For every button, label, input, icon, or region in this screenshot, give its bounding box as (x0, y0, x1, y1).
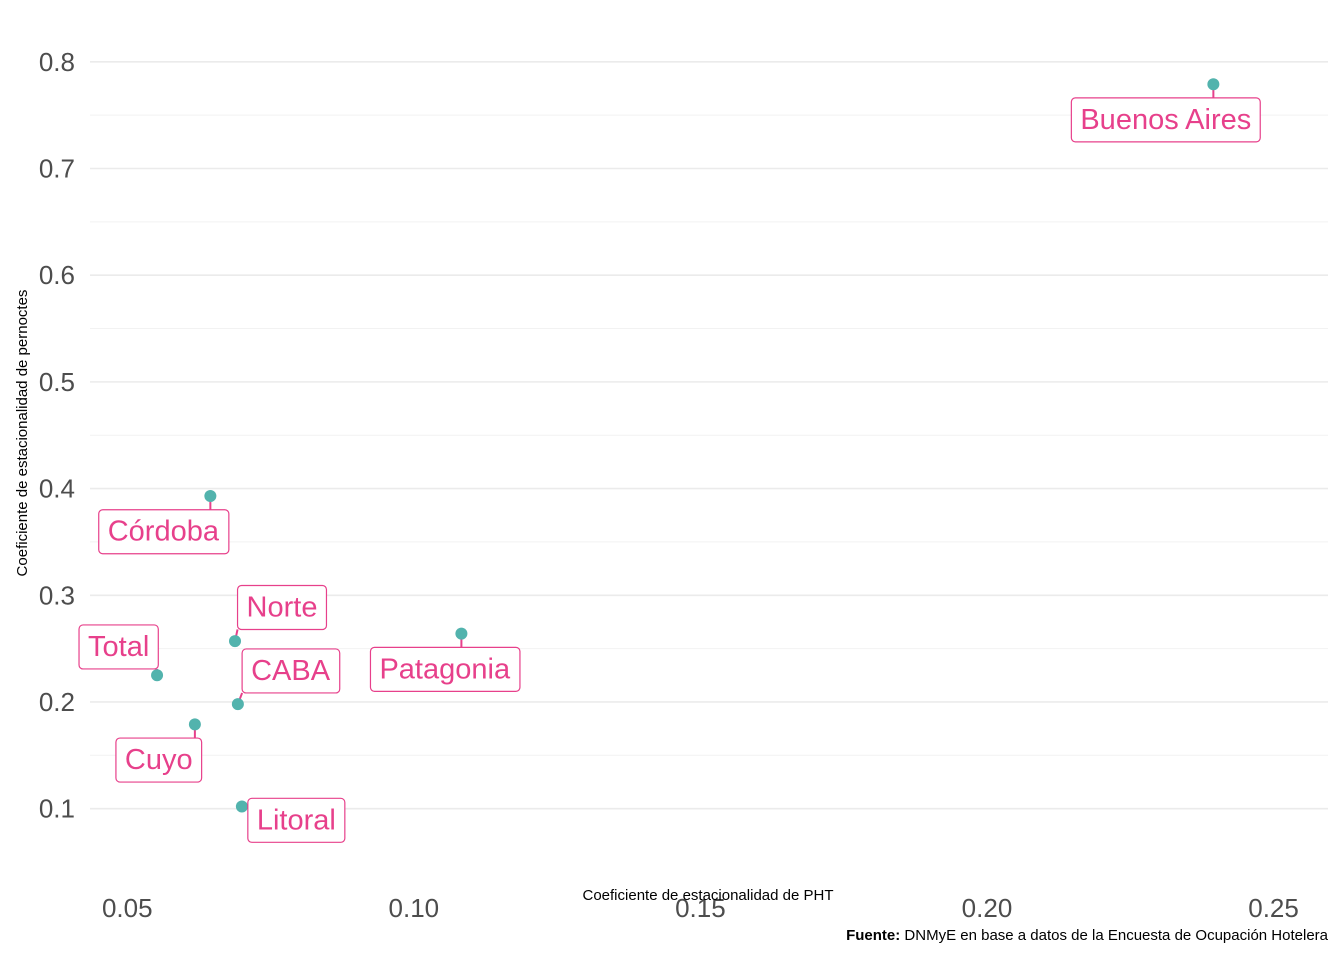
label-box (78, 624, 159, 670)
point-label: Total (78, 624, 159, 670)
data-point (204, 490, 217, 503)
label-text: Buenos Aires (1080, 104, 1251, 136)
data-points (151, 78, 1220, 813)
data-point (455, 627, 468, 640)
label-box (115, 737, 203, 783)
y-tick-label: 0.2 (39, 687, 75, 717)
y-tick-label: 0.7 (39, 154, 75, 184)
point-label: Cuyo (115, 737, 203, 783)
label-box (247, 797, 346, 843)
y-axis-title: Coeficiente de estacionalidad de pernoct… (14, 290, 31, 577)
y-tick-label: 0.1 (39, 794, 75, 824)
y-axis-ticks: 0.1 0.2 0.3 0.4 0.5 0.6 0.7 0.8 (39, 47, 75, 824)
label-box (241, 648, 341, 694)
label-text: CABA (251, 655, 331, 687)
x-tick-label: 0.25 (1248, 893, 1299, 923)
x-tick-label: 0.15 (675, 893, 726, 923)
point-label: Patagonia (369, 646, 521, 692)
label-text: Total (88, 631, 149, 663)
data-point (151, 669, 164, 682)
label-connectors (156, 84, 1215, 808)
point-label: Litoral (247, 797, 346, 843)
point-labels: Buenos Aires Córdoba Norte Total Patagonia CA… (78, 97, 1261, 843)
grid-lines (90, 61, 1328, 810)
y-tick-label: 0.3 (39, 580, 75, 610)
label-box (236, 584, 328, 631)
point-label: CABA (241, 648, 341, 694)
data-point (188, 718, 201, 731)
data-point (229, 635, 242, 648)
y-tick-label: 0.4 (39, 474, 75, 504)
source-caption-text: DNMyE en base a datos de la Encuesta de … (900, 927, 1328, 944)
label-text: Litoral (257, 804, 336, 836)
y-tick-label: 0.6 (39, 260, 75, 290)
x-tick-label: 0.20 (962, 893, 1013, 923)
data-point (1207, 78, 1220, 91)
point-label: Córdoba (98, 509, 230, 555)
label-text: Patagonia (379, 653, 510, 685)
point-label: Norte (236, 584, 328, 631)
x-axis-title: Coeficiente de estacionalidad de PHT (583, 887, 834, 904)
label-box (98, 509, 230, 555)
y-tick-label: 0.8 (39, 47, 75, 77)
data-point (231, 698, 244, 711)
y-tick-label: 0.5 (39, 367, 75, 397)
label-text: Córdoba (108, 516, 220, 548)
label-box (369, 646, 521, 692)
source-caption-bold: Fuente: (846, 927, 901, 944)
data-point (235, 800, 248, 813)
x-tick-label: 0.10 (389, 893, 440, 923)
label-box (1070, 97, 1261, 143)
point-label: Buenos Aires (1070, 97, 1261, 143)
x-axis-ticks: 0.05 0.10 0.15 0.20 0.25 (102, 893, 1299, 923)
source-caption: Fuente: DNMyE en base a datos de la Encu… (846, 927, 1328, 944)
x-tick-label: 0.05 (102, 893, 153, 923)
label-text: Norte (247, 591, 318, 623)
label-text: Cuyo (125, 744, 193, 776)
